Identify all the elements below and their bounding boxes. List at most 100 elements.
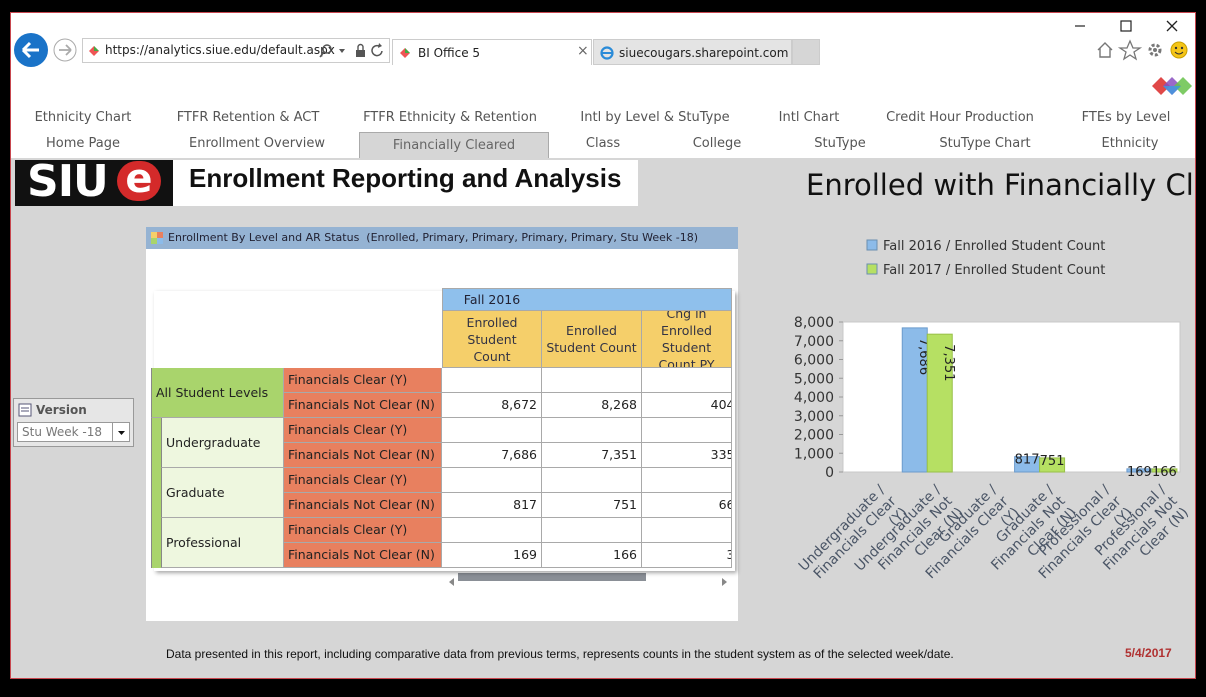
table-cell <box>642 368 732 393</box>
browser-tab[interactable]: siuecougars.sharepoint.com <box>593 39 792 65</box>
chart: 01,0002,0003,0004,0005,0006,0007,0008,00… <box>760 225 1196 485</box>
table-cell: 169 <box>442 543 542 568</box>
tab-icon <box>398 46 412 60</box>
nav-tab[interactable]: Ethnicity <box>1040 131 1206 157</box>
app-logo <box>1150 72 1194 100</box>
table-cell <box>442 418 542 443</box>
row-header: Financials Not Clear (N) <box>284 493 442 518</box>
y-tick-label: 8,000 <box>794 315 834 331</box>
logo-accent: e <box>117 161 161 201</box>
column-group-filler <box>541 288 732 311</box>
dropdown-arrow[interactable] <box>112 423 129 441</box>
value-label: 7,351 <box>941 344 956 381</box>
table-cell <box>542 368 642 393</box>
table-cell: 751 <box>542 493 642 518</box>
legend-label: Fall 2016 / Enrolled Student Count <box>883 239 1105 254</box>
version-select[interactable]: Stu Week -18 <box>17 422 130 442</box>
nav-buttons[interactable] <box>12 32 82 68</box>
y-tick-label: 1,000 <box>794 446 834 462</box>
y-tick-label: 6,000 <box>794 353 834 369</box>
logo-box: SIU e <box>15 160 173 206</box>
table-cell: -66 <box>642 493 732 518</box>
table-cell <box>542 518 642 543</box>
table-cell <box>542 418 642 443</box>
nav-tab[interactable]: FTEs by Level <box>1036 105 1206 131</box>
nav-tab[interactable]: Ethnicity Chart <box>0 105 173 131</box>
window-controls[interactable] <box>1060 14 1190 40</box>
legend-swatch <box>867 264 877 274</box>
table-cell: -3 <box>642 543 732 568</box>
column-group-header: Fall 2016 <box>442 288 542 311</box>
row-group-header: Professional <box>161 518 284 568</box>
title-box: Enrollment Reporting and Analysis <box>173 160 638 206</box>
nav-tab[interactable]: Intl by Level & StuType <box>565 105 745 131</box>
table-cell: -335 <box>642 443 732 468</box>
column-header: Enrolled Student Count <box>442 311 542 368</box>
row-header: Financials Clear (Y) <box>284 418 442 443</box>
scroll-thumb[interactable] <box>458 573 646 581</box>
table-cell: 166 <box>542 543 642 568</box>
table-cell: 8,268 <box>542 393 642 418</box>
plot-area <box>843 322 1180 472</box>
report-title: Enrollment By Level and AR Status (Enrol… <box>168 231 698 244</box>
report-icon <box>151 232 163 244</box>
y-tick-label: 3,000 <box>794 409 834 425</box>
tab-close[interactable]: × <box>577 43 589 59</box>
row-header: Financials Clear (Y) <box>284 368 442 393</box>
value-label: 751 <box>1040 454 1065 469</box>
logo-text: SIU <box>27 156 108 207</box>
url: https://analytics.siue.edu/default.aspx <box>105 43 335 57</box>
row-header: Financials Not Clear (N) <box>284 543 442 568</box>
row-header: Financials Not Clear (N) <box>284 393 442 418</box>
value-label: 166 <box>1152 465 1177 480</box>
row-group-header: Undergraduate <box>161 418 284 468</box>
nav-tab[interactable]: Home Page <box>0 131 173 157</box>
address-bar[interactable]: https://analytics.siue.edu/default.aspx <box>82 38 390 63</box>
version-label: Version <box>36 403 87 417</box>
table-cell <box>442 368 542 393</box>
toolbar-icons[interactable] <box>1094 38 1194 62</box>
browser-tab-active[interactable]: BI Office 5 × <box>392 39 592 65</box>
legend-swatch <box>867 240 877 250</box>
table-cell: 8,672 <box>442 393 542 418</box>
table-cell: -404 <box>642 393 732 418</box>
footer-note: Data presented in this report, including… <box>166 647 954 661</box>
table-cell <box>442 518 542 543</box>
row-header: Financials Not Clear (N) <box>284 443 442 468</box>
table-cell: 817 <box>442 493 542 518</box>
nav-tab[interactable]: FTFR Ethnicity & Retention <box>360 105 540 131</box>
column-header: Chg in Enrolled Student Count PY <box>642 311 732 368</box>
y-tick-label: 5,000 <box>794 371 834 387</box>
arrow-icon <box>113 423 130 441</box>
row-group-header: Graduate <box>161 468 284 518</box>
version-panel: Version Stu Week -18 <box>13 398 134 447</box>
nav-tab[interactable]: FTFR Retention & ACT <box>158 105 338 131</box>
ie-icon <box>599 45 615 61</box>
legend-label: Fall 2017 / Enrolled Student Count <box>883 263 1105 278</box>
table-cell <box>642 468 732 493</box>
table-cell: 7,686 <box>442 443 542 468</box>
column-header: Enrolled Student Count <box>542 311 642 368</box>
tab-title: BI Office 5 <box>418 46 480 60</box>
table-cell <box>642 418 732 443</box>
value-label: 817 <box>1015 453 1040 468</box>
report-date: 5/4/2017 <box>1125 646 1172 660</box>
table-cell <box>642 518 732 543</box>
tab-title: siuecougars.sharepoint.com <box>619 46 788 60</box>
version-value: Stu Week -18 <box>22 425 102 439</box>
version-icon <box>18 403 32 417</box>
page-title: Enrolled with Financially Cleared <box>806 168 1194 210</box>
nav-tab[interactable]: Enrollment Overview <box>167 131 347 157</box>
row-header: Financials Clear (Y) <box>284 468 442 493</box>
app-title: Enrollment Reporting and Analysis <box>189 163 621 194</box>
y-tick-label: 7,000 <box>794 334 834 350</box>
value-label: 169 <box>1127 465 1152 480</box>
row-header: Financials Clear (Y) <box>284 518 442 543</box>
new-tab[interactable] <box>792 39 820 65</box>
table-cell <box>442 468 542 493</box>
address-icons <box>319 43 389 59</box>
nav-tab[interactable]: Credit Hour Production <box>870 105 1050 131</box>
y-tick-label: 0 <box>825 465 834 481</box>
h-scrollbar[interactable] <box>447 572 729 582</box>
